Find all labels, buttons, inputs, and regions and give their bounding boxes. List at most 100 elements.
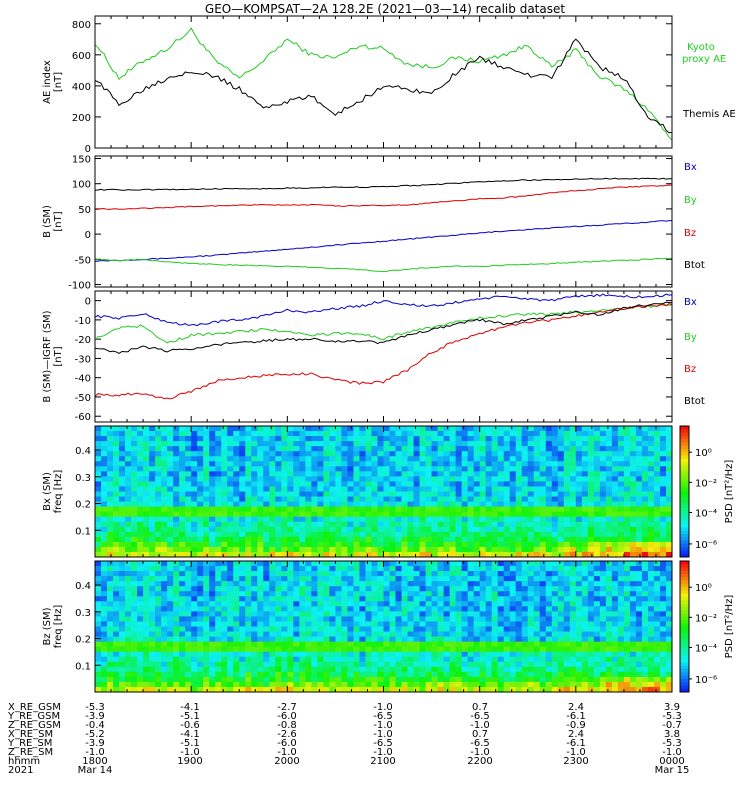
heatmap-cell [533,676,541,683]
heatmap-cell [545,446,553,452]
heatmap-cell [545,531,553,538]
heatmap-cell [629,436,637,442]
heatmap-cell [215,456,222,462]
heatmap-cell [233,426,240,432]
heatmap-cell [281,511,288,518]
heatmap-cell [497,466,505,472]
heatmap-cell [503,546,511,553]
heatmap-cell [539,686,547,693]
heatmap-cell [455,606,463,612]
heatmap-cell [389,466,396,472]
heatmap-cell [107,511,114,518]
heatmap-cell [509,471,517,477]
heatmap-cell [449,681,457,688]
heatmap-cell [269,476,276,482]
heatmap-cell [647,546,655,553]
heatmap-cell [383,471,390,477]
heatmap-cell [335,496,342,502]
heatmap-cell [545,666,553,673]
heatmap-cell [545,611,553,617]
heatmap-cell [263,546,270,553]
heatmap-cell [599,466,607,472]
heatmap-cell [359,486,366,492]
heatmap-cell [107,461,114,467]
heatmap-cell [221,496,228,502]
heatmap-cell [95,661,102,668]
heatmap-cell [581,451,589,457]
heatmap-cell [401,666,408,673]
heatmap-cell [125,636,132,643]
heatmap-cell [107,571,114,577]
colorbar-segment [680,455,689,460]
heatmap-cell [635,526,643,533]
heatmap-cell [425,676,432,683]
heatmap-cell [527,661,535,668]
heatmap-cell [575,501,583,508]
heatmap-cell [119,616,126,622]
heatmap-cell [491,481,499,487]
heatmap-cell [281,676,288,683]
heatmap-cell [299,441,306,447]
heatmap-cell [275,666,282,673]
heatmap-cell [473,576,481,582]
heatmap-cell [167,436,174,442]
heatmap-cell [395,536,402,543]
heatmap-cell [557,451,565,457]
heatmap-cell [371,681,378,688]
heatmap-cell [467,501,475,508]
y-tick-label: -20 [75,335,91,346]
heatmap-cell [509,546,517,553]
heatmap-cell [143,636,150,643]
heatmap-cell [311,536,318,543]
heatmap-cell [479,566,487,572]
y-tick-label: 0 [85,297,91,308]
heatmap-cell [131,521,138,528]
heatmap-cell [413,446,420,452]
heatmap-cell [251,666,258,673]
heatmap-cell [365,626,372,632]
heatmap-cell [293,586,300,592]
heatmap-cell [455,661,463,668]
heatmap-cell [137,451,144,457]
heatmap-cell [281,656,288,663]
heatmap-cell [215,686,222,693]
heatmap-cell [389,441,396,447]
heatmap-cell [605,536,613,543]
heatmap-cell [119,446,126,452]
heatmap-cell [305,666,312,673]
heatmap-cell [95,501,102,508]
heatmap-cell [515,676,523,683]
heatmap-cell [449,496,457,502]
heatmap-cell [569,481,577,487]
heatmap-cell [95,526,102,533]
heatmap-cell [287,546,294,553]
heatmap-cell [317,596,324,602]
heatmap-cell [317,516,324,523]
heatmap-cell [623,531,631,538]
heatmap-cell [197,446,204,452]
heatmap-cell [269,611,276,617]
heatmap-cell [515,606,523,612]
heatmap-cell [335,476,342,482]
heatmap-cell [635,486,643,492]
heatmap-cell [509,666,517,673]
heatmap-cell [149,581,156,587]
heatmap-cell [467,591,475,597]
heatmap-cell [107,646,114,653]
heatmap-cell [575,516,583,523]
heatmap-cell [431,546,438,553]
heatmap-cell [215,576,222,582]
heatmap-cell [209,456,216,462]
heatmap-cell [143,446,150,452]
heatmap-cell [215,481,222,487]
heatmap-cell [449,516,457,523]
heatmap-cell [437,656,444,663]
heatmap-cell [521,481,529,487]
heatmap-cell [431,456,438,462]
heatmap-cell [305,536,312,543]
heatmap-cell [491,501,499,508]
heatmap-cell [425,651,432,658]
heatmap-cell [263,496,270,502]
heatmap-cell [527,571,535,577]
heatmap-cell [515,436,523,442]
